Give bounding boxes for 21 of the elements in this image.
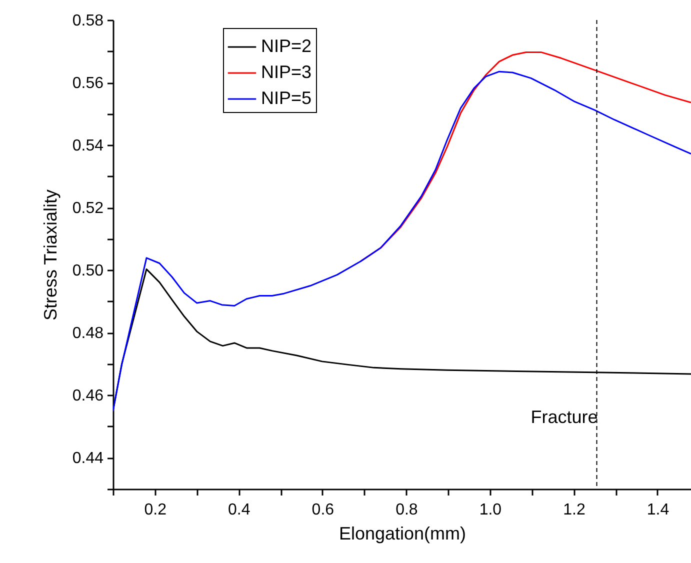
legend-label: NIP=3 bbox=[261, 62, 312, 82]
y-tick-label: 0.58 bbox=[72, 12, 104, 30]
y-tick-label: 0.52 bbox=[72, 200, 104, 218]
y-tick-label: 0.54 bbox=[72, 138, 104, 155]
x-tick-label: 0.8 bbox=[396, 502, 418, 518]
x-tick-label: 1.2 bbox=[563, 502, 586, 518]
x-tick-label: 1.4 bbox=[646, 502, 670, 518]
ref-line-label: Fracture bbox=[530, 407, 598, 427]
y-tick-label: 0.48 bbox=[72, 325, 104, 342]
y-tick-label: 0.44 bbox=[72, 450, 104, 468]
legend-label: NIP=5 bbox=[261, 88, 312, 108]
x-tick-label: 1.0 bbox=[479, 502, 502, 518]
x-tick-label: 0.6 bbox=[312, 502, 334, 518]
x-axis-title: Elongation(mm) bbox=[338, 524, 466, 544]
y-tick-label: 0.50 bbox=[72, 262, 104, 280]
y-axis-title: Stress Triaxiality bbox=[40, 189, 60, 321]
legend-label: NIP=2 bbox=[261, 36, 312, 56]
x-tick-label: 0.2 bbox=[144, 502, 167, 518]
y-tick-label: 0.56 bbox=[72, 75, 104, 92]
x-tick-label: 0.4 bbox=[228, 502, 250, 518]
y-tick-label: 0.46 bbox=[72, 388, 104, 405]
